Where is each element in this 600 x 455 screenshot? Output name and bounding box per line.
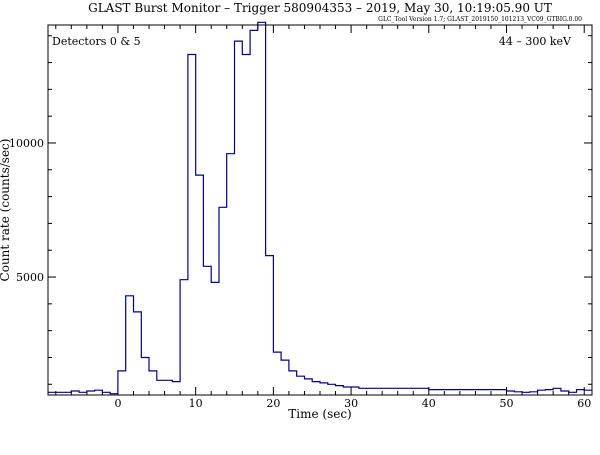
x-tick-label: 30: [344, 397, 358, 410]
x-tick-label: 50: [500, 397, 514, 410]
y-tick-label: 5000: [16, 271, 44, 284]
x-tick-label: 10: [189, 397, 203, 410]
y-tick-label: 10000: [9, 137, 44, 150]
detectors-annotation: Detectors 0 & 5: [52, 35, 141, 48]
y-axis-label: Count rate (counts/sec): [0, 139, 12, 282]
x-tick-label: 60: [577, 397, 591, 410]
x-tick-label: 0: [114, 397, 121, 410]
x-tick-label: 40: [422, 397, 436, 410]
x-ticks: 0 10 20 30 40 50 60: [55, 25, 591, 410]
chart-subtitle: GLC_Tool Version 1.7; GLAST_2019150_1012…: [378, 16, 582, 23]
chart-title: GLAST Burst Monitor – Trigger 580904353 …: [88, 1, 552, 15]
energy-range-annotation: 44 – 300 keV: [499, 35, 572, 48]
x-axis-label: Time (sec): [288, 407, 351, 421]
y-ticks: 5000 10000: [9, 35, 592, 385]
plot-frame: [47, 24, 593, 396]
x-tick-label: 20: [266, 397, 280, 410]
light-curve-series: [48, 21, 592, 395]
